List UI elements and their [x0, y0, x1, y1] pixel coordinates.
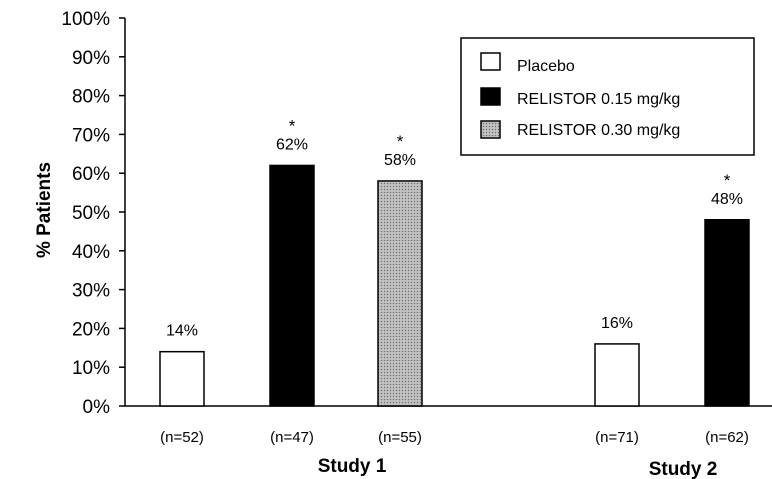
group-label: Study 2: [649, 459, 718, 479]
group-label: Study 1: [318, 456, 387, 477]
bar: [704, 219, 750, 407]
y-tick-label: 40%: [72, 242, 110, 263]
bar-value-label: 62%: [276, 136, 308, 153]
bar-value-label: 58%: [384, 152, 416, 169]
significance-marker: *: [397, 132, 404, 151]
legend-label-relistor-015: RELISTOR 0.15 mg/kg: [517, 91, 680, 108]
bar-value-label: 48%: [711, 191, 743, 208]
y-axis-title: % Patients: [34, 162, 55, 258]
sample-size-label: (n=71): [595, 429, 639, 446]
legend-label-relistor-030: RELISTOR 0.30 mg/kg: [517, 122, 680, 139]
y-tick-label: 60%: [72, 164, 110, 185]
bar: [594, 343, 640, 407]
legend: Placebo RELISTOR 0.15 mg/kg RELISTOR 0.3…: [460, 37, 755, 156]
y-tick-label: 10%: [72, 358, 110, 379]
bar-value-label: 14%: [166, 323, 198, 340]
sample-size-label: (n=47): [270, 429, 314, 446]
bar: [269, 164, 315, 407]
legend-swatch-placebo: [480, 52, 501, 71]
legend-box: [460, 37, 755, 156]
bar-value-label: 16%: [601, 315, 633, 332]
significance-marker: *: [724, 171, 731, 190]
y-tick-label: 20%: [72, 319, 110, 340]
y-tick-label: 100%: [61, 9, 110, 30]
y-tick-label: 0%: [83, 397, 111, 418]
y-tick-label: 30%: [72, 281, 110, 302]
y-tick-label: 80%: [72, 87, 110, 108]
significance-marker: *: [289, 116, 296, 135]
legend-label-placebo: Placebo: [517, 58, 575, 75]
y-tick-label: 90%: [72, 48, 110, 69]
bar: [159, 350, 205, 407]
sample-size-label: (n=52): [160, 429, 204, 446]
bar: [377, 180, 423, 407]
sample-size-label: (n=62): [705, 429, 749, 446]
sample-size-label: (n=55): [378, 429, 422, 446]
y-tick-label: 70%: [72, 125, 110, 146]
legend-swatch-relistor-030: [480, 120, 501, 139]
legend-swatch-relistor-015: [480, 87, 501, 106]
y-tick-label: 50%: [72, 203, 110, 224]
